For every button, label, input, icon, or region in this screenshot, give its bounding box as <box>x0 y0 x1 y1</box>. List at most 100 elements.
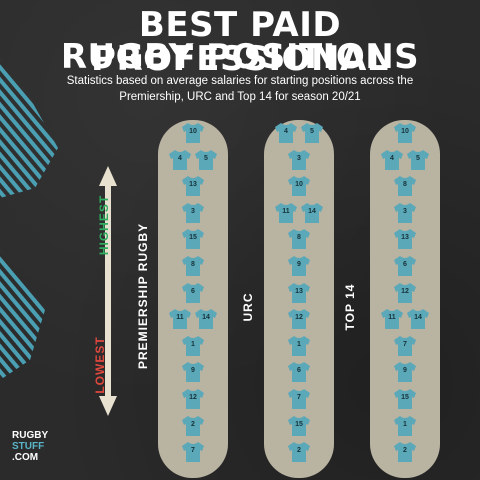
position-number: 8 <box>297 234 301 242</box>
jersey-icon: 5 <box>195 149 217 170</box>
jersey-icon: 4 <box>275 123 297 143</box>
jersey-icon: 2 <box>394 442 416 463</box>
position-number: 5 <box>416 154 420 162</box>
position-number: 14 <box>308 207 316 215</box>
position-number: 10 <box>295 181 303 189</box>
position-number: 2 <box>191 420 195 428</box>
position-number: 2 <box>403 447 407 455</box>
jersey-icon: 9 <box>288 256 310 276</box>
position-number: 11 <box>176 314 184 322</box>
jersey-icon: 7 <box>288 389 310 409</box>
jersey-icon: 14 <box>301 202 323 223</box>
position-number: 3 <box>191 207 195 215</box>
logo-line2: STUFF <box>12 441 45 452</box>
league-name-label: PREMIERSHIP RUGBY <box>136 222 150 369</box>
position-number: 5 <box>310 128 314 135</box>
position-number: 1 <box>403 420 407 428</box>
jersey-icon: 10 <box>288 176 310 197</box>
jersey-icon: 13 <box>394 229 416 250</box>
position-number: 4 <box>390 154 394 162</box>
jersey-icon: 15 <box>288 415 310 436</box>
jersey-icon: 1 <box>182 335 204 356</box>
position-number: 7 <box>297 394 301 401</box>
decorative-stripes-top <box>0 58 58 198</box>
ranking-arrow <box>99 166 117 416</box>
jersey-icon: 6 <box>288 362 310 383</box>
jersey-icon: 1 <box>394 415 416 436</box>
position-number: 3 <box>403 207 407 215</box>
jersey-icon: 4 <box>169 149 191 170</box>
logo-line1: RUGBY <box>12 430 49 441</box>
position-number: 9 <box>403 367 407 375</box>
jersey-icon: 8 <box>288 229 310 250</box>
jersey-icon: 8 <box>394 176 416 197</box>
jersey-icon: 5 <box>407 149 429 170</box>
jersey-icon: 12 <box>182 389 204 409</box>
position-number: 12 <box>295 314 303 322</box>
subtitle-line2: Premiership, URC and Top 14 for season 2… <box>119 91 361 103</box>
position-number: 14 <box>202 314 210 322</box>
highest-label: HIGHEST <box>97 194 111 256</box>
position-number: 14 <box>414 314 422 322</box>
position-number: 6 <box>191 287 195 295</box>
jersey-icon: 2 <box>182 415 204 436</box>
position-number: 10 <box>189 128 197 135</box>
jersey-icon: 12 <box>394 282 416 303</box>
jersey-icon: 10 <box>394 123 416 143</box>
lowest-label: LOWEST <box>93 336 107 394</box>
position-number: 7 <box>403 340 407 348</box>
jersey-icon: 11 <box>381 309 403 330</box>
position-number: 12 <box>401 287 409 295</box>
position-number: 8 <box>191 261 195 268</box>
jersey-icon: 3 <box>288 149 310 170</box>
jersey-icon: 13 <box>182 176 204 197</box>
jersey-icon: 3 <box>394 202 416 223</box>
position-number: 15 <box>189 234 197 242</box>
jersey-icon: 15 <box>394 389 416 409</box>
rugbystuff-logo: RUGBY STUFF .COM <box>12 430 48 463</box>
jersey-icon: 12 <box>288 309 310 330</box>
page-title-line2: RUGBY POSITIONS <box>60 37 420 77</box>
position-number: 13 <box>189 181 197 189</box>
jersey-icon: 8 <box>182 256 204 276</box>
position-number: 13 <box>295 287 303 295</box>
jersey-icon: 13 <box>288 282 310 303</box>
position-number: 15 <box>401 394 409 401</box>
jersey-icon: 6 <box>394 256 416 276</box>
logo-line3: .COM <box>12 452 39 463</box>
jersey-icon: 6 <box>182 282 204 303</box>
jersey-icon: 10 <box>182 123 204 143</box>
jersey-icon: 1 <box>288 335 310 356</box>
position-number: 11 <box>282 207 290 215</box>
position-number: 6 <box>297 367 301 375</box>
position-number: 1 <box>191 340 195 348</box>
jersey-icon: 9 <box>394 362 416 383</box>
position-number: 8 <box>403 181 407 189</box>
position-number: 4 <box>284 128 288 135</box>
position-number: 15 <box>295 420 303 428</box>
position-number: 13 <box>401 234 409 242</box>
position-number: 7 <box>191 447 195 455</box>
jersey-icon: 3 <box>182 202 204 223</box>
subtitle-line1: Statistics based on average salaries for… <box>66 75 414 87</box>
jersey-icon: 15 <box>182 229 204 250</box>
position-number: 4 <box>178 154 182 162</box>
position-number: 6 <box>403 261 407 268</box>
position-number: 9 <box>191 367 195 375</box>
position-number: 1 <box>297 340 301 348</box>
jersey-icon: 14 <box>407 309 429 330</box>
position-number: 2 <box>297 447 301 455</box>
position-number: 9 <box>297 261 301 268</box>
jersey-icon: 7 <box>394 335 416 356</box>
jersey-icon: 7 <box>182 442 204 463</box>
jersey-icon: 14 <box>195 309 217 330</box>
position-number: 5 <box>204 154 208 162</box>
jersey-icon: 9 <box>182 362 204 383</box>
league-name-label: URC <box>241 292 255 322</box>
decorative-stripes-bottom <box>0 250 45 380</box>
position-number: 11 <box>388 314 396 322</box>
league-name-label: TOP 14 <box>343 283 357 331</box>
position-number: 12 <box>189 394 197 401</box>
jersey-icon: 11 <box>169 309 191 330</box>
position-number: 10 <box>401 128 409 135</box>
